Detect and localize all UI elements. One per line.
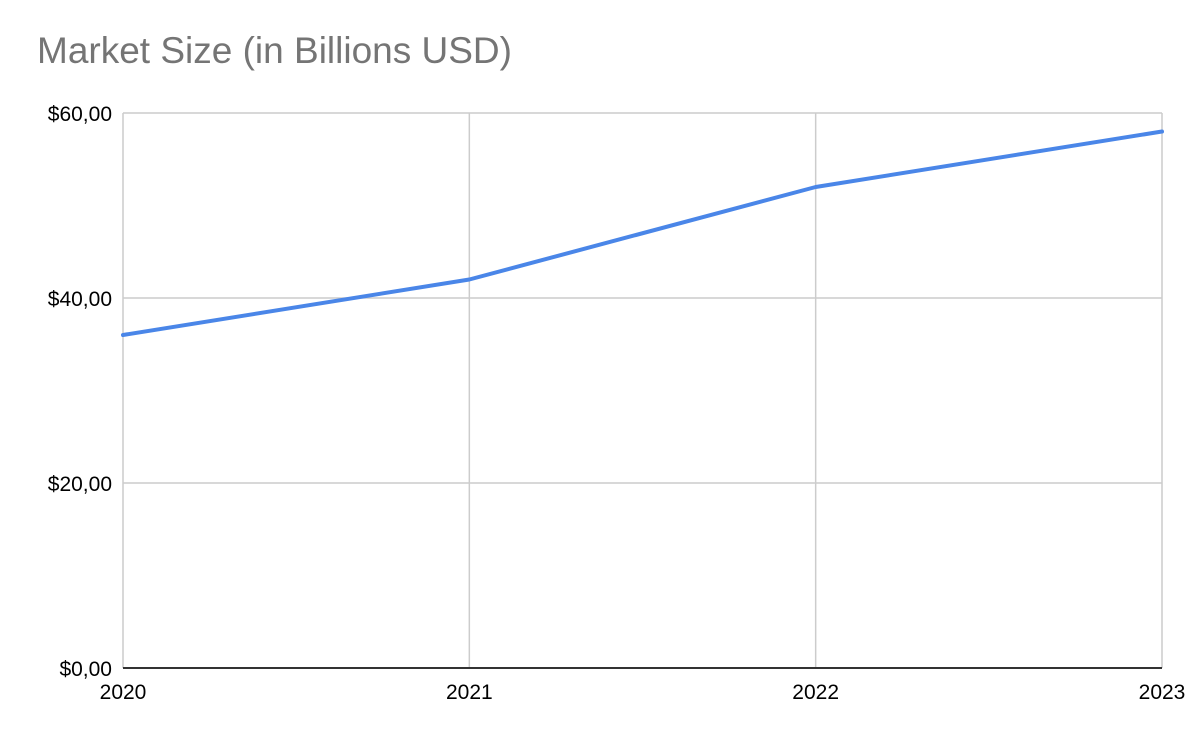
series-line <box>121 129 1164 337</box>
x-tick-label: 2021 <box>446 681 493 704</box>
series-layer <box>121 129 1164 337</box>
y-tick-label: $40,00 <box>48 288 112 311</box>
grid-layer <box>122 112 1163 668</box>
y-tick-label: $0,00 <box>59 658 112 681</box>
x-tick-label: 2022 <box>792 681 839 704</box>
x-tick-label: 2023 <box>1139 681 1186 704</box>
chart-title: Market Size (in Billions USD) <box>37 30 512 71</box>
y-tick-label: $60,00 <box>48 103 112 126</box>
x-tick-label: 2020 <box>100 681 147 704</box>
axis-layer: $0,00 $20,00 $40,00 $60,00 2020 2021 2022 2023 <box>48 103 1186 704</box>
y-tick-label: $20,00 <box>48 473 112 496</box>
